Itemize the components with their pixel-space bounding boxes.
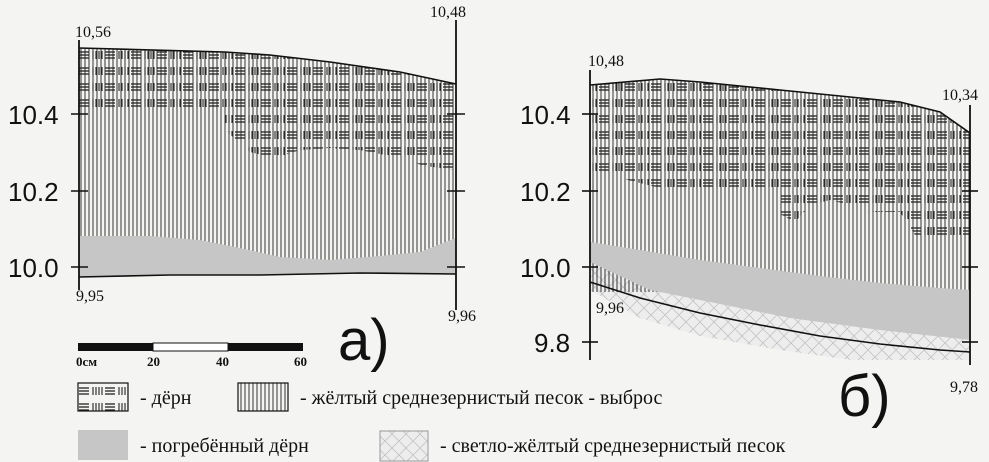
panel-b-top-right-elev: 10,34 [942, 87, 978, 104]
panel-b-top-left-elev: 10,48 [588, 53, 624, 70]
scale-bar-label: 60 [294, 354, 307, 369]
panel-b-ytick-label: 10.0 [520, 253, 571, 283]
scale-bar: 0см 20 40 60 [76, 342, 307, 369]
panel-b-buried-turf-layer [590, 242, 970, 340]
panel-b-bottom-left-elev: 9,96 [596, 300, 624, 317]
scale-bar-label: 20 [147, 354, 160, 369]
scale-bar-segment [78, 343, 153, 351]
panel-b-turf-layer [590, 79, 970, 240]
legend-swatch-light-sand [379, 430, 429, 462]
panel-b-ytick-label: 10.4 [520, 100, 571, 130]
panel-b-ytick-label: 10.2 [520, 177, 571, 207]
panel-a-turf-layer [79, 48, 456, 170]
legend-label-turf: - дёрн [140, 387, 192, 409]
panel-a-bottom-left-elev: 9,95 [76, 288, 104, 305]
legend-swatch-turf [77, 382, 129, 412]
panel-a-ytick-label: 10.0 [8, 253, 59, 283]
legend-swatch-buried-turf [78, 430, 128, 460]
legend-label-buried-turf: - погребённый дёрн [140, 435, 309, 457]
scale-bar-segment [228, 343, 303, 351]
panel-b-ytick-label: 9.8 [534, 328, 570, 358]
panel-a-ytick-label: 10.4 [8, 100, 59, 130]
legend-label-yellow-sand: - жёлтый среднезернистый песок - выброс [300, 387, 663, 409]
legend-label-light-sand: - светло-жёлтый среднезернистый песок [440, 435, 786, 457]
panel-a [79, 48, 456, 277]
panel-a-surface-line [78, 47, 457, 85]
panel-b-surface-line [589, 78, 971, 134]
panel-a-label: а) [338, 308, 390, 373]
panel-a-top-left-elev: 10,56 [75, 24, 111, 41]
legend-swatch-yellow-sand [237, 382, 289, 412]
panel-b [590, 79, 970, 360]
panel-a-bottom-right-elev: 9,96 [448, 308, 476, 325]
panel-a-buried-turf-layer [79, 236, 456, 277]
scale-bar-label: 40 [216, 354, 229, 369]
panel-a-ytick-label: 10.2 [8, 177, 59, 207]
scale-bar-segment [152, 342, 229, 352]
panel-a-top-right-elev: 10,48 [430, 4, 466, 21]
panel-b-bottom-line [589, 281, 971, 353]
panel-b-label: б) [838, 364, 891, 429]
scale-bar-label: 0см [76, 354, 97, 369]
legend: - дёрн - жёлтый среднезернистый песок - … [77, 382, 786, 462]
panel-b-bottom-right-elev: 9,78 [950, 379, 978, 396]
panel-a-bottom-line [78, 272, 457, 278]
